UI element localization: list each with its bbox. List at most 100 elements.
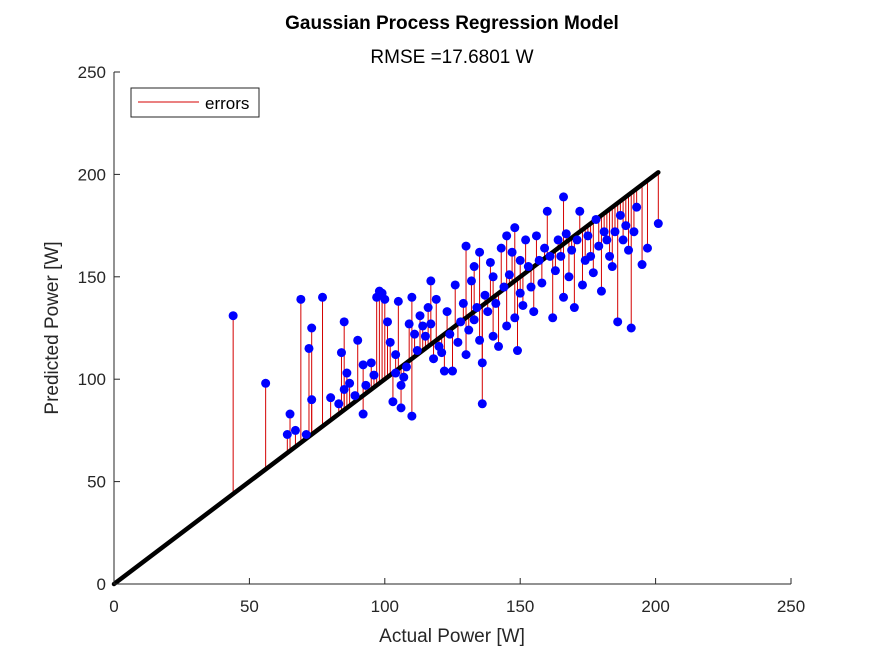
- data-point: [407, 411, 417, 421]
- data-point: [605, 251, 615, 261]
- chart-subtitle: RMSE =17.6801 W: [370, 47, 533, 68]
- x-tick-label: 50: [240, 597, 259, 616]
- data-point: [594, 241, 604, 251]
- data-point: [512, 346, 522, 356]
- data-point: [485, 257, 495, 267]
- y-tick-label: 200: [78, 165, 106, 184]
- data-point: [591, 214, 601, 224]
- data-point: [529, 307, 539, 317]
- data-point: [461, 241, 471, 251]
- data-point: [559, 192, 569, 202]
- data-point: [461, 350, 471, 360]
- x-axis-label: Actual Power [W]: [379, 626, 525, 647]
- data-point: [285, 409, 295, 419]
- data-point: [504, 270, 514, 280]
- data-point: [350, 391, 360, 401]
- data-point: [426, 319, 436, 329]
- data-point: [599, 227, 609, 237]
- data-point: [607, 262, 617, 272]
- data-point: [626, 323, 636, 333]
- x-tick-label: 100: [371, 597, 399, 616]
- data-point: [542, 206, 552, 216]
- data-point: [396, 403, 406, 413]
- y-tick-label: 50: [87, 473, 106, 492]
- reference-line: [111, 170, 661, 587]
- data-point: [621, 221, 631, 231]
- data-point: [488, 331, 498, 341]
- data-point: [559, 292, 569, 302]
- data-point: [388, 397, 398, 407]
- data-point: [290, 425, 300, 435]
- y-tick-label: 0: [97, 575, 106, 594]
- data-point: [339, 384, 349, 394]
- data-points: [228, 192, 663, 439]
- data-point: [423, 303, 433, 313]
- data-point: [369, 370, 379, 380]
- data-point: [475, 247, 485, 257]
- data-point: [437, 348, 447, 358]
- data-point: [550, 266, 560, 276]
- data-point: [491, 298, 501, 308]
- data-point: [583, 231, 593, 241]
- data-point: [307, 395, 317, 405]
- data-point: [399, 372, 409, 382]
- y-tick-label: 100: [78, 370, 106, 389]
- data-point: [521, 235, 531, 245]
- data-point: [469, 262, 479, 272]
- data-point: [380, 294, 390, 304]
- data-point: [345, 378, 355, 388]
- data-point: [488, 272, 498, 282]
- data-point: [472, 303, 482, 313]
- data-point: [518, 300, 528, 310]
- data-point: [564, 272, 574, 282]
- data-point: [540, 243, 550, 253]
- data-point: [613, 317, 623, 327]
- data-point: [629, 227, 639, 237]
- data-point: [466, 276, 476, 286]
- data-point: [385, 337, 395, 347]
- chart-title: Gaussian Process Regression Model: [285, 13, 619, 34]
- data-point: [336, 348, 346, 358]
- data-point: [426, 276, 436, 286]
- data-point: [412, 346, 422, 356]
- data-point: [407, 292, 417, 302]
- data-point: [445, 329, 455, 339]
- data-point: [456, 317, 466, 327]
- data-point: [515, 288, 525, 298]
- data-point: [296, 294, 306, 304]
- data-point: [545, 251, 555, 261]
- data-point: [383, 317, 393, 327]
- data-point: [480, 290, 490, 300]
- data-point: [637, 260, 647, 270]
- data-point: [326, 393, 336, 403]
- data-point: [502, 321, 512, 331]
- data-point: [453, 337, 463, 347]
- data-point: [477, 399, 487, 409]
- data-point: [404, 319, 414, 329]
- data-point: [553, 235, 563, 245]
- data-point: [431, 294, 441, 304]
- data-point: [618, 235, 628, 245]
- data-point: [458, 298, 468, 308]
- data-point: [358, 409, 368, 419]
- data-point: [418, 321, 428, 331]
- data-point: [596, 286, 606, 296]
- data-point: [556, 251, 566, 261]
- data-point: [496, 243, 506, 253]
- data-point: [526, 282, 536, 292]
- data-point: [361, 380, 371, 390]
- data-point: [510, 223, 520, 233]
- x-tick-label: 150: [506, 597, 534, 616]
- data-point: [577, 280, 587, 290]
- data-point: [334, 399, 344, 409]
- data-point: [401, 362, 411, 372]
- data-point: [572, 235, 582, 245]
- data-point: [301, 429, 311, 439]
- data-point: [304, 343, 314, 353]
- x-tick-label: 250: [777, 597, 805, 616]
- data-point: [610, 227, 620, 237]
- data-point: [318, 292, 328, 302]
- data-point: [624, 245, 634, 255]
